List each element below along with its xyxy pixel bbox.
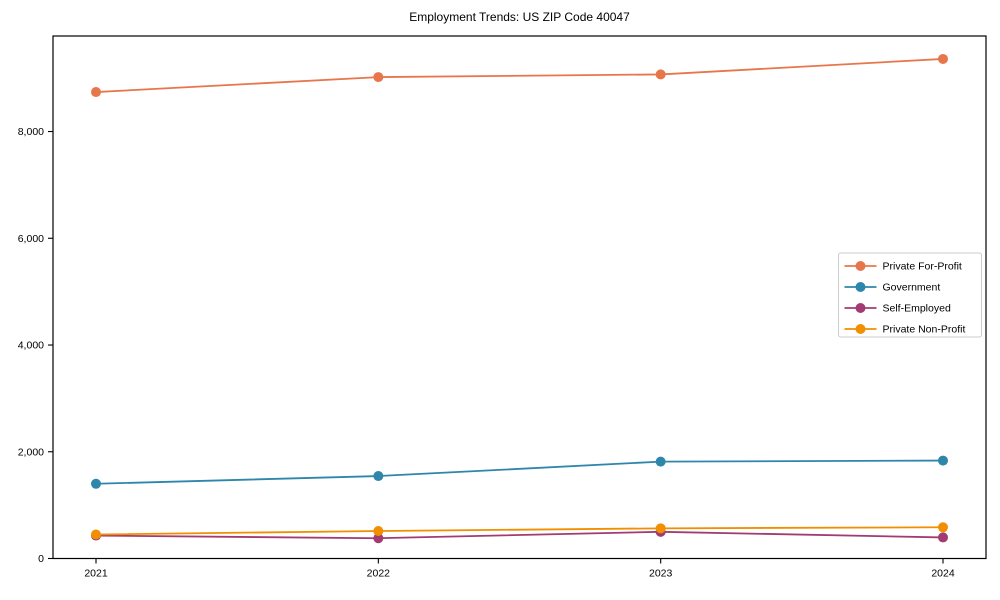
chart-title: Employment Trends: US ZIP Code 40047 (409, 10, 630, 24)
data-point-marker (91, 529, 101, 540)
legend-item-label: Private For-Profit (883, 261, 962, 273)
legend-marker-dot (855, 303, 866, 313)
data-point-marker (938, 532, 948, 543)
legend-marker-dot (855, 282, 866, 292)
data-point-marker (938, 53, 948, 64)
x-tick-label: 2022 (367, 568, 391, 580)
x-tick-label: 2024 (931, 568, 955, 580)
x-tick-label: 2023 (649, 568, 673, 580)
series-line (95, 526, 944, 536)
y-tick-label: 0 (38, 553, 44, 565)
plot-frame (52, 35, 987, 560)
legend-item-label: Self-Employed (883, 303, 951, 315)
data-point-marker (655, 523, 666, 534)
data-point-marker (938, 455, 948, 466)
y-tick-label: 4,000 (18, 340, 44, 352)
data-point-marker (373, 533, 384, 544)
legend-item-label: Government (883, 282, 941, 294)
data-point-marker (373, 526, 384, 537)
data-point-marker (373, 72, 384, 83)
legend-box (838, 252, 982, 338)
y-tick-label: 8,000 (18, 126, 44, 138)
y-tick-label: 6,000 (18, 233, 44, 245)
data-point-marker (373, 471, 384, 482)
data-point-marker (938, 522, 948, 533)
data-point-marker (91, 478, 101, 489)
data-point-marker (655, 69, 666, 80)
data-point-marker (655, 456, 666, 467)
series-line (95, 459, 944, 485)
legend-marker-dot (855, 261, 866, 271)
series-line (95, 530, 944, 540)
series-line (95, 58, 944, 93)
data-point-marker (91, 87, 101, 98)
x-tick-label: 2021 (84, 568, 108, 580)
legend-marker-dot (855, 324, 866, 334)
y-tick-label: 2,000 (18, 446, 44, 458)
legend-item-label: Private Non-Profit (883, 324, 966, 336)
